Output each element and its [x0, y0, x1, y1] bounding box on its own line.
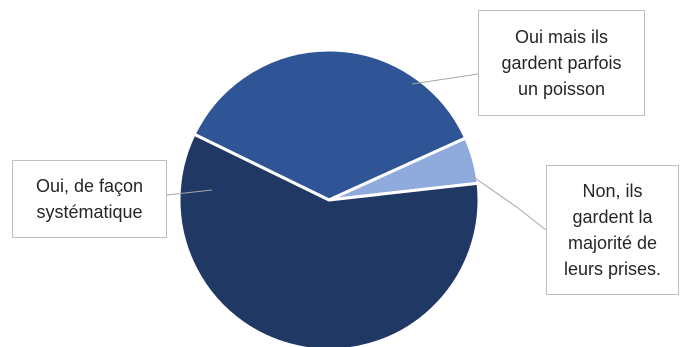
leader-lines — [166, 73, 547, 231]
data-label-text: Oui, de façon systématique — [35, 176, 144, 222]
data-label-text: Oui mais ils gardent parfois un poisson — [501, 27, 622, 99]
pie-slices — [177, 48, 481, 347]
data-label-non-ils-gardent: Non, ils gardent la majorité de leurs pr… — [546, 165, 679, 295]
leader-line-oui-systematique — [166, 189, 213, 196]
pie-slice-oui-systematique — [177, 132, 481, 347]
leader-line-oui-mais — [411, 73, 479, 85]
leader-line-non — [471, 175, 547, 231]
pie-slice-oui-mais — [192, 48, 468, 202]
data-label-oui-mais-ils-gardent: Oui mais ils gardent parfois un poisson — [478, 10, 645, 116]
data-label-text: Non, ils gardent la majorité de leurs pr… — [563, 181, 662, 279]
data-label-oui-de-facon: Oui, de façon systématique — [12, 160, 167, 238]
